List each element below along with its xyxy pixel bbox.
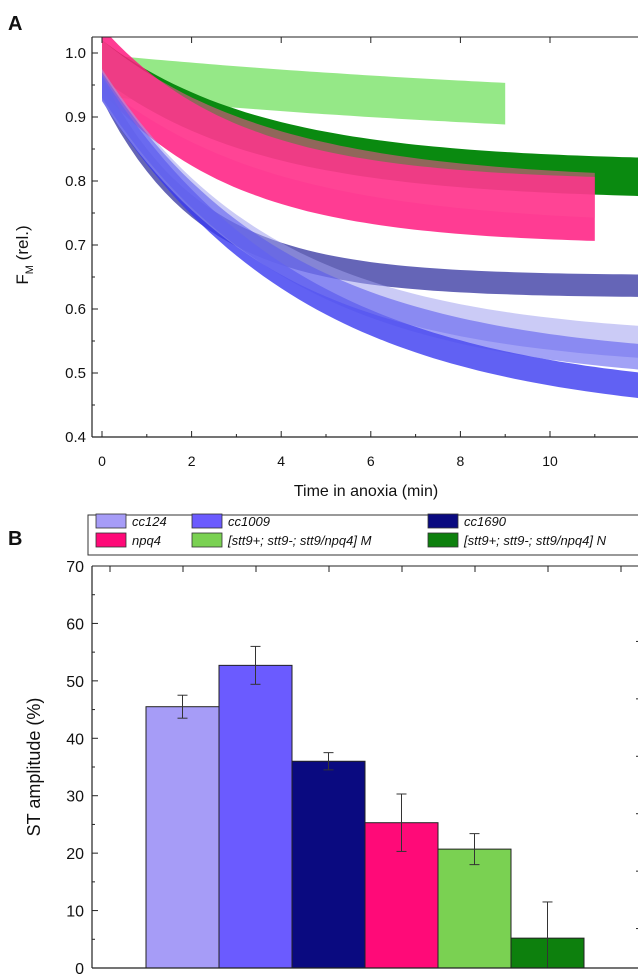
band-blue-2 [102, 72, 638, 370]
x-tick-label: 0 [98, 453, 106, 469]
panel-b-y-axis-label: ST amplitude (%) [24, 698, 44, 837]
y-label-main: F [13, 274, 32, 284]
y-label-rest: (rel.) [13, 225, 32, 265]
legend: cc124 cc1009 cc1690 npq4 [stt9+; stt9-; stt9… [87, 513, 638, 556]
x-tick-label: 10 [542, 453, 558, 469]
x-tick-label: 8 [457, 453, 465, 469]
panel-a-bands [102, 37, 638, 399]
legend-entry: [stt9+; stt9-; stt9/npq4] M [227, 533, 372, 548]
bar [145, 706, 220, 969]
legend-entry: npq4 [132, 533, 161, 548]
y-tick-label: 20 [66, 846, 84, 863]
bar [218, 664, 293, 969]
legend-swatch [191, 513, 223, 529]
y-tick-label: 0.6 [65, 301, 86, 318]
x-tick-label: 2 [188, 453, 196, 469]
bar [291, 760, 366, 969]
band-green-light [102, 54, 506, 125]
panel-b-label: B [8, 528, 22, 550]
y-tick-label: 0.4 [65, 429, 86, 446]
legend-swatch [427, 513, 459, 529]
legend-swatch [95, 513, 127, 529]
panel-b-chart: 0 10 20 30 40 50 60 70 ST amplitude (%) [24, 559, 638, 974]
y-tick-label: 0.9 [65, 109, 86, 126]
legend-swatch [95, 532, 127, 548]
y-tick-label: 30 [66, 789, 84, 806]
y-label-sub: M [24, 265, 36, 274]
panel-a-label: A [8, 13, 22, 35]
band-pink-2 [102, 40, 595, 218]
panel-a-chart: 0.4 0.5 0.6 0.7 0.8 0.9 1.0 0 2 4 6 8 10 FM (rel.) T… [13, 36, 638, 500]
panel-a-x-axis-label: Time in anoxia (min) [294, 483, 438, 500]
band-green-dark [102, 40, 638, 196]
y-tick-label: 0 [75, 961, 84, 974]
y-tick-label: 60 [66, 616, 84, 633]
legend-box [87, 514, 638, 556]
y-tick-label: 40 [66, 731, 84, 748]
panel-a-y-axis-label: FM (rel.) [13, 225, 36, 284]
panel-a-axes: 0.4 0.5 0.6 0.7 0.8 0.9 1.0 0 2 4 6 8 10 [65, 36, 638, 469]
y-tick-label: 0.5 [65, 365, 86, 382]
y-tick-label: 0.7 [65, 237, 86, 254]
y-tick-label: 50 [66, 674, 84, 691]
bar [437, 848, 512, 969]
y-tick-label: 10 [66, 904, 84, 921]
panel-b-axes: 0 10 20 30 40 50 60 70 [66, 559, 638, 974]
band-blue-1 [102, 75, 638, 399]
legend-swatch [191, 532, 223, 548]
legend-entry: cc124 [132, 514, 167, 529]
legend-swatch [427, 532, 459, 548]
y-tick-label: 0.8 [65, 173, 86, 190]
legend-entry: [stt9+; stt9-; stt9/npq4] N [463, 533, 607, 548]
x-tick-label: 4 [277, 453, 285, 469]
legend-entry: cc1009 [228, 514, 270, 529]
x-tick-label: 6 [367, 453, 375, 469]
panel-b-bars [145, 645, 585, 969]
y-tick-label: 70 [66, 559, 84, 576]
legend-entry: cc1690 [464, 514, 507, 529]
y-tick-label: 1.0 [65, 45, 86, 62]
